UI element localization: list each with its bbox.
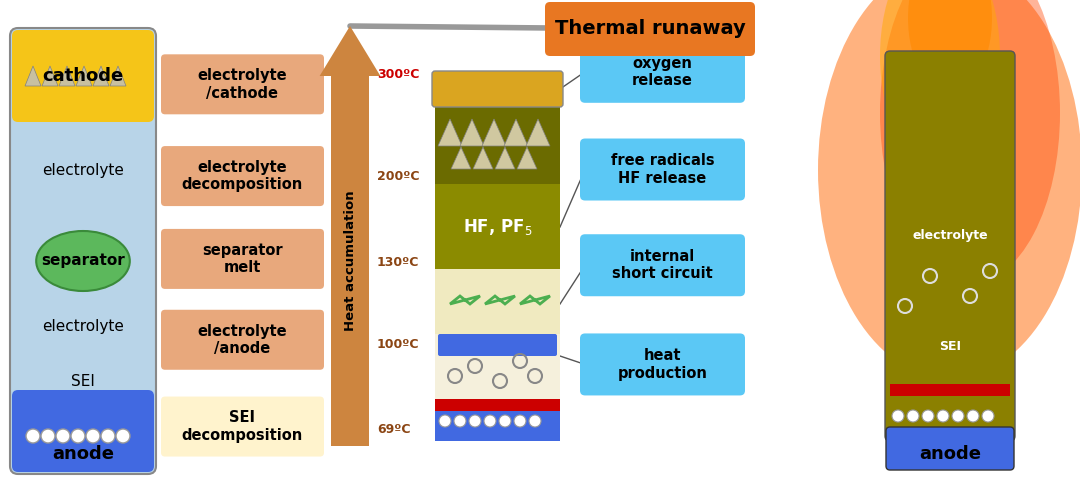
Polygon shape <box>451 147 471 169</box>
Polygon shape <box>42 66 58 86</box>
Text: HF, PF$_5$: HF, PF$_5$ <box>462 217 532 237</box>
Circle shape <box>56 429 70 443</box>
Text: heat
production: heat production <box>618 348 707 380</box>
Circle shape <box>922 410 934 422</box>
Circle shape <box>438 415 451 427</box>
Text: SEI: SEI <box>939 339 961 353</box>
Ellipse shape <box>908 0 993 94</box>
Text: Thermal runaway: Thermal runaway <box>555 19 745 39</box>
Circle shape <box>967 410 978 422</box>
Polygon shape <box>438 119 462 146</box>
FancyBboxPatch shape <box>161 146 324 206</box>
Text: internal
short circuit: internal short circuit <box>612 249 713 281</box>
Circle shape <box>937 410 949 422</box>
FancyBboxPatch shape <box>885 51 1015 441</box>
Polygon shape <box>504 119 528 146</box>
Text: SEI: SEI <box>71 373 95 388</box>
FancyBboxPatch shape <box>580 234 745 296</box>
Circle shape <box>907 410 919 422</box>
FancyBboxPatch shape <box>12 30 154 122</box>
FancyBboxPatch shape <box>161 55 324 114</box>
Text: SEI
decomposition: SEI decomposition <box>181 410 303 443</box>
Polygon shape <box>460 119 484 146</box>
Bar <box>890 384 1010 396</box>
FancyBboxPatch shape <box>886 427 1014 470</box>
Text: 300ºC: 300ºC <box>377 68 419 81</box>
Polygon shape <box>76 66 92 86</box>
Polygon shape <box>93 66 109 86</box>
Bar <box>435 411 561 441</box>
Text: electrolyte
/cathode: electrolyte /cathode <box>198 68 287 101</box>
Circle shape <box>454 415 465 427</box>
Ellipse shape <box>880 0 1000 170</box>
Bar <box>435 399 561 411</box>
Circle shape <box>86 429 100 443</box>
Text: separator
melt: separator melt <box>202 243 283 275</box>
FancyBboxPatch shape <box>10 28 156 474</box>
Text: 130ºC: 130ºC <box>377 256 419 269</box>
Text: separator: separator <box>41 253 125 268</box>
Circle shape <box>892 410 904 422</box>
Text: 69ºC: 69ºC <box>377 423 410 435</box>
Polygon shape <box>59 66 75 86</box>
Text: 200ºC: 200ºC <box>377 170 419 183</box>
Circle shape <box>484 415 496 427</box>
Circle shape <box>71 429 85 443</box>
Polygon shape <box>482 119 507 146</box>
Polygon shape <box>25 66 41 86</box>
Polygon shape <box>517 147 537 169</box>
Circle shape <box>529 415 541 427</box>
Text: electrolyte
decomposition: electrolyte decomposition <box>181 160 303 192</box>
Ellipse shape <box>880 0 1059 284</box>
Circle shape <box>951 410 964 422</box>
FancyBboxPatch shape <box>161 397 324 456</box>
FancyBboxPatch shape <box>545 2 755 56</box>
FancyBboxPatch shape <box>580 333 745 395</box>
FancyBboxPatch shape <box>580 41 745 103</box>
Bar <box>435 269 561 334</box>
Circle shape <box>514 415 526 427</box>
FancyBboxPatch shape <box>161 229 324 289</box>
Polygon shape <box>320 26 380 446</box>
FancyBboxPatch shape <box>580 138 745 200</box>
Circle shape <box>26 429 40 443</box>
Text: free radicals
HF release: free radicals HF release <box>610 153 714 186</box>
Text: anode: anode <box>919 445 981 463</box>
FancyBboxPatch shape <box>432 71 563 107</box>
Text: electrolyte
/anode: electrolyte /anode <box>198 323 287 356</box>
Circle shape <box>116 429 130 443</box>
Text: anode: anode <box>52 445 114 463</box>
Circle shape <box>102 429 114 443</box>
Circle shape <box>469 415 481 427</box>
Ellipse shape <box>37 231 130 291</box>
Text: oxygen
release: oxygen release <box>632 56 693 88</box>
Polygon shape <box>473 147 492 169</box>
Bar <box>435 184 561 269</box>
Bar <box>435 104 561 184</box>
Polygon shape <box>526 119 550 146</box>
Polygon shape <box>495 147 515 169</box>
Text: electrolyte: electrolyte <box>42 164 124 179</box>
Circle shape <box>499 415 511 427</box>
Text: electrolyte: electrolyte <box>913 230 988 243</box>
FancyBboxPatch shape <box>161 310 324 370</box>
Text: electrolyte: electrolyte <box>42 318 124 333</box>
Ellipse shape <box>818 0 1080 379</box>
FancyBboxPatch shape <box>12 390 154 472</box>
Text: cathode: cathode <box>42 67 123 85</box>
Text: Heat accumulation: Heat accumulation <box>343 190 356 331</box>
Circle shape <box>982 410 994 422</box>
FancyBboxPatch shape <box>438 334 557 356</box>
Polygon shape <box>110 66 126 86</box>
Text: 100ºC: 100ºC <box>377 338 419 351</box>
Circle shape <box>41 429 55 443</box>
Bar <box>435 334 561 399</box>
